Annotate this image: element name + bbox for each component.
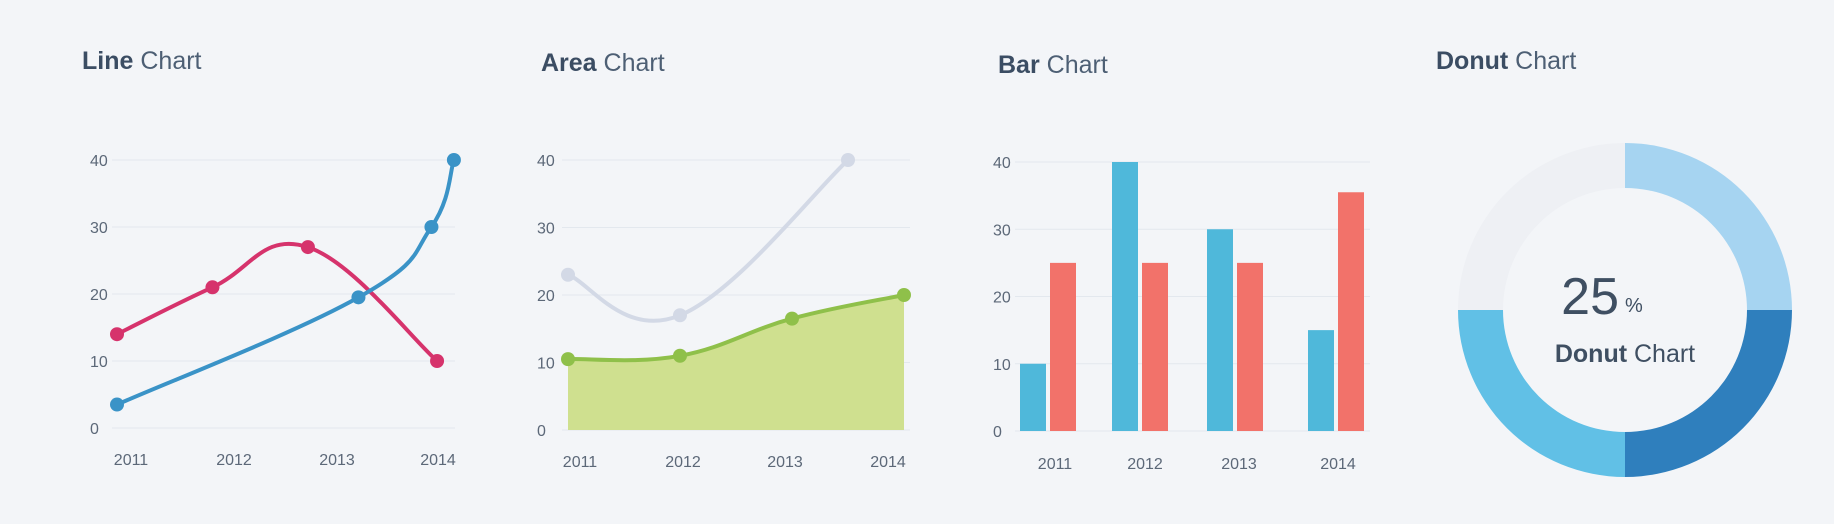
donut-slice-4 [1458, 143, 1625, 310]
area-y-tick-label: 40 [537, 153, 555, 170]
donut-slice-3 [1458, 310, 1625, 477]
donut-center-label: Donut Chart [1555, 340, 1695, 368]
bar-y-tick-label: 10 [993, 357, 1011, 374]
line-y-tick-label: 40 [90, 153, 108, 170]
area-y-tick-label: 30 [537, 221, 555, 238]
donut-chart-title-light: Chart [1515, 47, 1577, 75]
line-chart-title-light: Chart [140, 47, 202, 75]
area-x-tick-label: 2013 [767, 454, 803, 471]
area-series-1-point [673, 308, 687, 323]
bar-x-tick-label: 2012 [1127, 456, 1163, 473]
line-y-tick-label: 20 [90, 287, 108, 304]
area-chart-title: Area Chart [541, 49, 665, 78]
donut-center-label-light: Chart [1627, 340, 1695, 368]
line-series-1-line [115, 241, 440, 363]
line-x-tick-label: 2014 [420, 452, 456, 469]
bar-series-1-bar [1308, 330, 1334, 431]
donut-center-unit: % [1625, 295, 1643, 317]
bar-chart-title-light: Chart [1046, 51, 1108, 79]
bar-series-2-bar [1050, 262, 1076, 431]
line-series-1-point [300, 240, 315, 255]
bar-y-tick-label: 30 [993, 222, 1011, 239]
area-x-tick-label: 2012 [665, 454, 701, 471]
bar-y-tick-label: 40 [993, 155, 1011, 172]
bar-x-tick-label: 2011 [1038, 456, 1073, 473]
bar-y-tick-label: 20 [993, 290, 1011, 307]
donut-slice-2 [1625, 310, 1792, 477]
line-series-2-point [351, 290, 366, 305]
line-chart-title-strong: Line [82, 47, 134, 75]
line-y-tick-label: 10 [90, 354, 108, 371]
area-y-tick-label: 10 [537, 356, 555, 373]
line-series-1-point [110, 327, 124, 342]
bar-series-2-bar [1142, 262, 1168, 431]
donut-slice-1 [1625, 143, 1792, 310]
line-series-2-point [446, 153, 461, 167]
area-series-2-line [566, 293, 906, 363]
area-chart-panel: Area Chart 0 10 20 30 40 2011 2012 2013 2014 [537, 49, 911, 471]
bar-series-2-bar [1338, 192, 1364, 431]
area-x-tick-label: 2011 [563, 454, 598, 471]
line-series-2-line [115, 158, 456, 407]
donut-center-value: 25 [1561, 268, 1619, 326]
line-x-tick-label: 2013 [319, 452, 355, 469]
line-x-tick-label: 2011 [114, 452, 149, 469]
bar-x-tick-label: 2014 [1320, 456, 1356, 473]
line-series-1-point [430, 354, 445, 368]
area-x-tick-label: 2014 [870, 454, 906, 471]
bar-chart: 0 10 20 30 40 2011 2012 2013 2014 [993, 155, 1370, 473]
line-chart: 0 10 20 30 40 2011 2012 2013 2014 [90, 153, 461, 469]
area-chart: 0 10 20 30 40 2011 2012 2013 2014 [537, 153, 911, 471]
bar-chart-title-strong: Bar [998, 51, 1040, 79]
line-chart-title: Line Chart [82, 47, 202, 76]
line-y-tick-label: 30 [90, 220, 108, 237]
donut-chart-title: Donut Chart [1436, 47, 1576, 76]
area-y-tick-label: 20 [537, 288, 555, 305]
donut-chart-title-strong: Donut [1436, 47, 1509, 75]
line-series-1-point [205, 280, 220, 295]
bar-chart-title: Bar Chart [998, 51, 1108, 80]
line-series-2-point [424, 220, 439, 234]
area-series-1-point [841, 153, 855, 167]
bar-chart-panel: Bar Chart 0 10 20 30 40 2011 2012 2013 2014 [993, 51, 1370, 473]
area-series-2-point [785, 311, 799, 326]
area-chart-title-strong: Area [541, 49, 597, 77]
area-series-2-point [673, 348, 687, 363]
area-chart-title-light: Chart [603, 49, 665, 77]
bar-series-1-bar [1020, 363, 1046, 431]
donut-center-label-strong: Donut [1555, 340, 1628, 368]
bar-x-tick-label: 2013 [1221, 456, 1257, 473]
area-series-1-point [561, 267, 575, 282]
bar-series-1-bar [1112, 162, 1138, 431]
area-series-2-fill [568, 295, 904, 430]
line-chart-panel: Line Chart 0 10 20 30 40 2011 2012 2013 2014 [0, 0, 470, 524]
bar-series-2-bar [1237, 262, 1263, 431]
bar-y-tick-label: 0 [993, 424, 1002, 441]
area-series-2-point [897, 288, 911, 302]
area-series-2-point [561, 352, 575, 367]
line-series-2-point [110, 397, 124, 412]
area-y-tick-label: 0 [537, 423, 546, 440]
bar-series-1-bar [1207, 229, 1233, 431]
line-x-tick-label: 2012 [216, 452, 252, 469]
line-y-tick-label: 0 [90, 421, 99, 438]
